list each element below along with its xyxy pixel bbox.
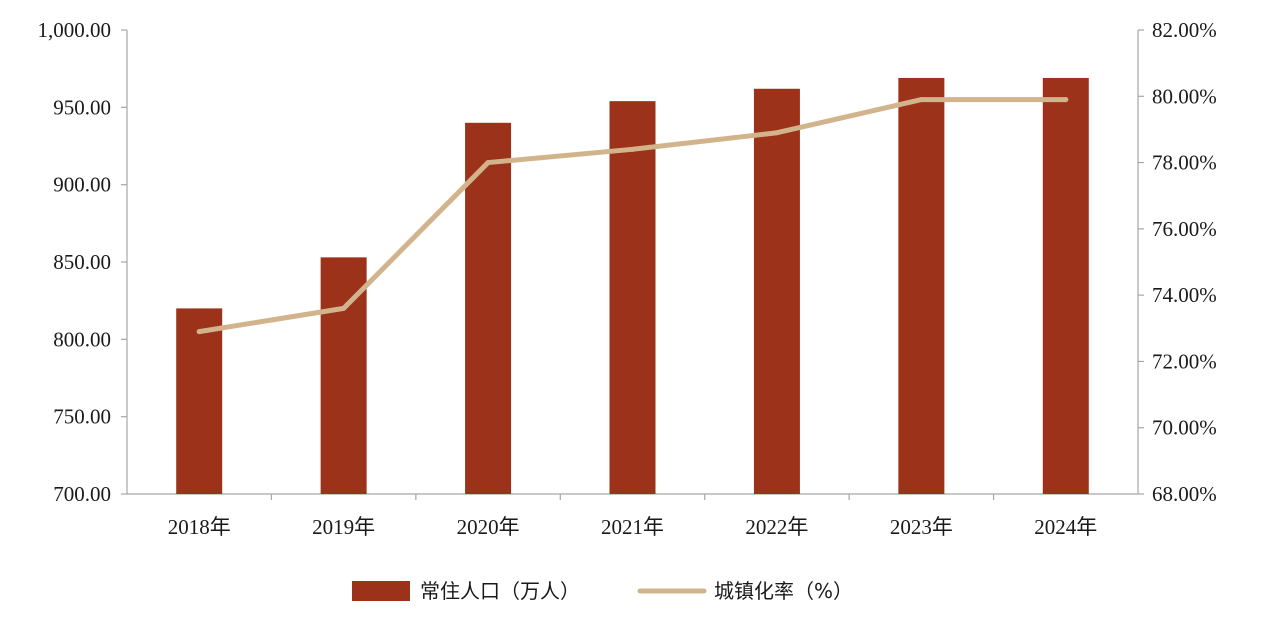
left-tick-label: 850.00 <box>53 250 111 274</box>
x-tick-label: 2021年 <box>601 515 664 539</box>
bar-2023年 <box>898 77 945 495</box>
x-tick-label: 2022年 <box>745 515 808 539</box>
legend-label-population: 常住人口（万人） <box>420 579 580 603</box>
right-tick-label: 68.00% <box>1152 482 1217 506</box>
x-axis-ticks: 2018年 2019年 2020年 2021年 2022年 2023年 2024年 <box>168 494 1097 539</box>
left-tick-label: 750.00 <box>53 405 111 429</box>
x-tick-label: 2023年 <box>890 515 953 539</box>
bar-2020年 <box>465 122 512 495</box>
bar-series-population <box>176 77 1089 495</box>
bar-2018年 <box>176 308 223 494</box>
bar-2021年 <box>609 101 656 494</box>
left-tick-label: 800.00 <box>53 327 111 351</box>
left-tick-label: 700.00 <box>53 482 111 506</box>
line-point-2018年 <box>196 329 202 335</box>
x-tick-label: 2019年 <box>312 515 375 539</box>
left-tick-label: 900.00 <box>53 173 111 197</box>
line-point-2024年 <box>1063 97 1069 103</box>
line-point-2021年 <box>630 146 635 152</box>
legend-swatch-population <box>352 581 410 601</box>
left-tick-label: 950.00 <box>53 95 111 119</box>
right-tick-label: 76.00% <box>1152 217 1217 241</box>
legend: 常住人口（万人） 城镇化率（%） <box>352 579 853 603</box>
line-point-2020年 <box>485 160 491 166</box>
x-tick-label: 2024年 <box>1034 515 1097 539</box>
x-tick-label: 2020年 <box>457 515 520 539</box>
line-point-2019年 <box>341 305 347 311</box>
left-axis-ticks: 700.00 750.00 800.00 850.00 900.00 950.00 1,00… <box>38 18 127 506</box>
right-tick-label: 74.00% <box>1152 283 1217 307</box>
line-series-urbanization <box>196 97 1069 335</box>
bar-2022年 <box>753 88 800 495</box>
bar-2024年 <box>1042 77 1089 495</box>
legend-label-urbanization: 城镇化率（%） <box>714 579 853 603</box>
right-tick-label: 70.00% <box>1152 416 1217 440</box>
right-tick-label: 82.00% <box>1152 18 1217 42</box>
x-tick-label: 2018年 <box>168 515 231 539</box>
bar-2019年 <box>320 257 367 494</box>
left-tick-label: 1,000.00 <box>38 18 112 42</box>
right-tick-label: 78.00% <box>1152 151 1217 175</box>
right-tick-label: 72.00% <box>1152 349 1217 373</box>
line-point-2022年 <box>774 130 780 136</box>
right-tick-label: 80.00% <box>1152 84 1217 108</box>
right-axis-ticks: 68.00% 70.00% 72.00% 74.00% 76.00% 78.00% 80.0… <box>1138 18 1217 506</box>
line-point-2023年 <box>918 97 924 103</box>
